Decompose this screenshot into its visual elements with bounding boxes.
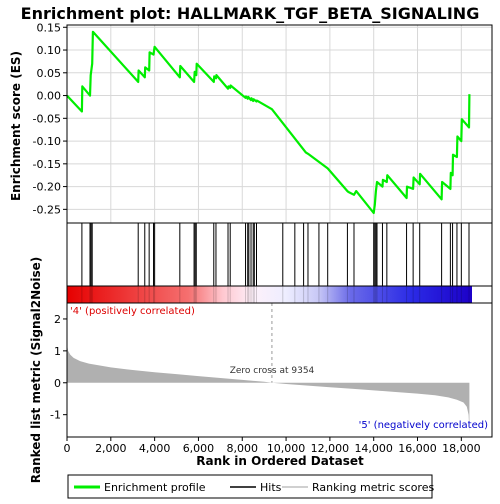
metric-panel: Zero cross at 9354 '4' (positively corre… [29,257,493,484]
legend: Enrichment profile Hits Ranking metric s… [67,474,434,499]
x-tick-label: 4,000 [139,442,171,455]
x-tick-label: 18,000 [442,442,481,455]
legend-enrichment-label: Enrichment profile [104,481,206,494]
es-y-tick-label: 0.00 [37,90,62,103]
legend-metric-label: Ranking metric scores [312,481,434,494]
es-y-axis-ticks: -0.25 -0.20 -0.15 -0.10 -0.05 0.00 0.05 0.10 0.1… [33,21,67,216]
metric-y-axis-label: Ranked list metric (Signal2Noise) [29,257,43,484]
es-y-tick-label: -0.05 [33,112,61,125]
hits-panel [66,222,493,287]
zero-cross-label: Zero cross at 9354 [230,366,315,376]
metric-panel-frame [66,302,493,438]
x-tick-label: 0 [64,442,71,455]
es-y-tick-label: -0.10 [33,135,61,148]
x-tick-label: 2,000 [95,442,127,455]
chart-title: Enrichment plot: HALLMARK_TGF_BETA_SIGNA… [21,4,480,23]
hit-lines [81,223,470,286]
negative-correlation-label: '5' (negatively correlated) [359,420,488,431]
metric-y-tick-label: 0 [54,377,61,390]
x-tick-label: 8,000 [227,442,259,455]
es-panel-frame [66,24,493,224]
es-panel: -0.25 -0.20 -0.15 -0.10 -0.05 0.00 0.05 0.10 0.1… [9,21,493,224]
metric-y-axis-ticks: -1 0 1 2 [50,313,67,422]
metric-y-tick-label: -1 [50,409,61,422]
es-line [66,30,471,215]
positive-correlation-label: '4' (positively correlated) [70,306,195,317]
es-y-axis-label: Enrichment score (ES) [9,51,23,201]
x-tick-label: 16,000 [398,442,437,455]
es-gridlines [66,25,492,223]
x-tick-label: 12,000 [311,442,350,455]
x-tick-label: 14,000 [354,442,393,455]
es-y-tick-label: -0.25 [33,203,61,216]
es-y-tick-label: -0.20 [33,181,61,194]
x-axis-ticks: 0 2,000 4,000 6,000 8,000 10,000 12,000 14,000 1… [64,437,481,455]
x-axis-label: Rank in Ordered Dataset [196,454,364,468]
es-y-tick-label: 0.15 [37,21,62,34]
ranking-metric-area [67,344,470,433]
hits-panel-frame [66,222,493,287]
colorbar-panel [66,285,493,304]
es-y-tick-label: -0.15 [33,158,61,171]
metric-y-tick-label: 2 [54,313,61,326]
correlation-color-bar [67,286,472,303]
metric-y-tick-label: 1 [54,345,61,358]
x-tick-label: 10,000 [267,442,306,455]
x-axis: 0 2,000 4,000 6,000 8,000 10,000 12,000 14,000 1… [64,437,481,468]
x-tick-label: 6,000 [183,442,215,455]
es-y-tick-label: 0.05 [37,67,62,80]
enrichment-profile-line [66,30,471,215]
legend-hits-label: Hits [260,481,282,494]
es-y-tick-label: 0.10 [37,44,62,57]
color-bar-hit-marks [81,286,470,303]
